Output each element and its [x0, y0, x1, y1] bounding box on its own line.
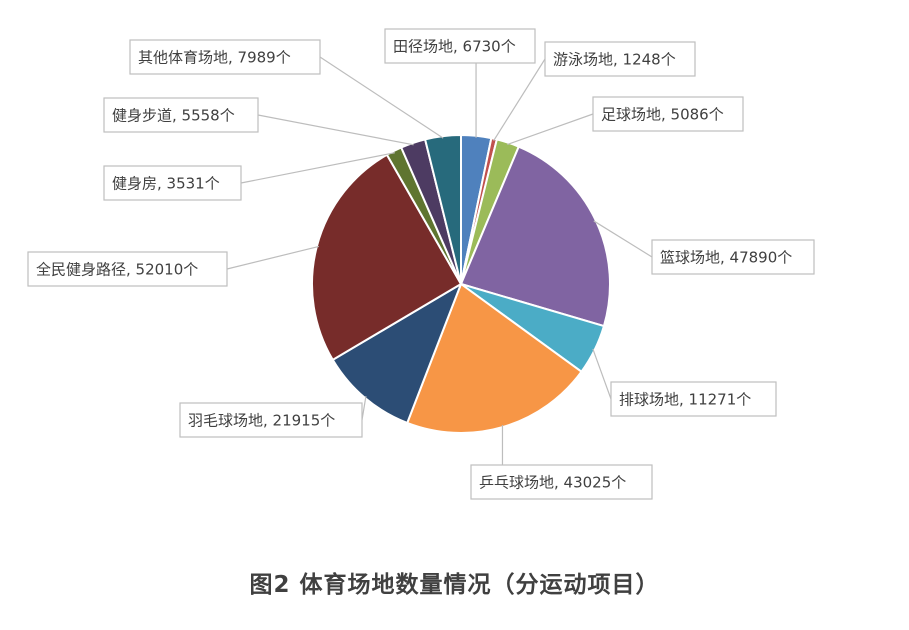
- data-label: 排球场地, 11271个: [610, 381, 777, 417]
- label-text: 篮球场地, 47890个: [660, 249, 792, 267]
- data-label: 全民健身路径, 52010个: [27, 251, 228, 287]
- pie-slice: [311, 153, 463, 362]
- data-label: 健身房, 3531个: [103, 165, 242, 201]
- leader-line: [507, 113, 594, 146]
- pie-slice: [331, 281, 463, 425]
- leader-line: [319, 56, 444, 139]
- data-label: 田径场地, 6730个: [384, 28, 536, 64]
- data-label: 足球场地, 5086个: [592, 96, 744, 132]
- label-box: [179, 402, 363, 438]
- label-box: [103, 97, 259, 133]
- data-label: 游泳场地, 1248个: [544, 41, 696, 77]
- chart-caption: 图2 体育场地数量情况（分运动项目）: [249, 572, 660, 598]
- label-box: [384, 28, 536, 64]
- leader-lines: [226, 56, 653, 465]
- label-box: [27, 251, 228, 287]
- label-box: [470, 464, 653, 500]
- label-text: 羽毛球场地, 21915个: [188, 412, 335, 430]
- label-text: 其他体育场地, 7989个: [138, 49, 291, 67]
- label-text: 乒乓球场地, 43025个: [479, 474, 626, 492]
- data-label: 健身步道, 5558个: [103, 97, 259, 133]
- leader-line: [361, 396, 367, 421]
- pie-slice: [423, 133, 462, 285]
- label-text: 田径场地, 6730个: [393, 38, 516, 56]
- label-box: [129, 39, 321, 75]
- leader-line: [592, 348, 612, 400]
- data-label: 乒乓球场地, 43025个: [470, 464, 653, 500]
- label-box: [610, 381, 777, 417]
- label-text: 足球场地, 5086个: [601, 106, 724, 124]
- label-text: 健身房, 3531个: [112, 175, 220, 193]
- pie-slice: [459, 145, 611, 328]
- pie-slices: [311, 133, 611, 434]
- label-text: 排球场地, 11271个: [619, 391, 751, 409]
- leader-line: [257, 114, 414, 146]
- data-label: 篮球场地, 47890个: [651, 239, 815, 275]
- leader-line: [226, 245, 320, 270]
- data-label: 其他体育场地, 7989个: [129, 39, 321, 75]
- leader-line: [593, 220, 653, 258]
- label-box: [592, 96, 744, 132]
- leader-line: [240, 152, 396, 184]
- label-text: 游泳场地, 1248个: [553, 51, 676, 69]
- label-text: 健身步道, 5558个: [112, 107, 235, 125]
- label-text: 全民健身路径, 52010个: [36, 261, 198, 279]
- leader-line: [493, 58, 546, 141]
- label-box: [103, 165, 242, 201]
- label-box: [651, 239, 815, 275]
- data-label: 羽毛球场地, 21915个: [179, 402, 363, 438]
- label-box: [544, 41, 696, 77]
